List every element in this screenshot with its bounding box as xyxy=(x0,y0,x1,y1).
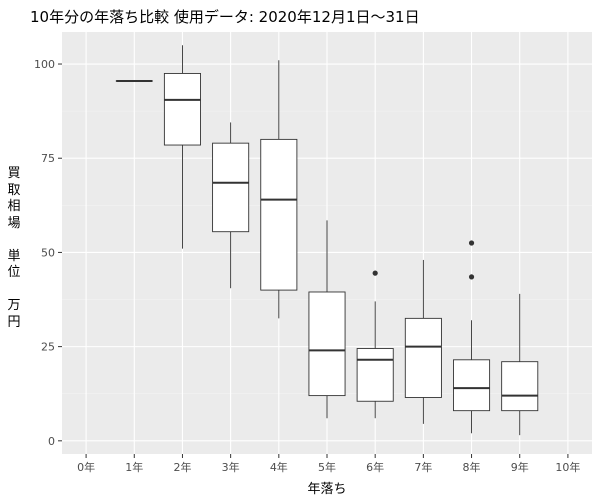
outlier-point xyxy=(468,274,475,280)
y-tick-label: 50 xyxy=(41,246,55,259)
y-axis-label-char: 万 xyxy=(7,298,21,313)
x-tick-label: 9年 xyxy=(511,460,529,474)
x-tick-label: 6年 xyxy=(366,460,384,474)
box-body xyxy=(453,359,491,412)
box-body xyxy=(163,72,201,146)
x-tick-label: 1年 xyxy=(125,460,143,474)
outlier-point xyxy=(372,270,378,276)
y-axis-label-char: 買 xyxy=(7,166,21,181)
box-body xyxy=(260,138,298,291)
y-axis-label-char: 位 xyxy=(7,265,21,280)
box-6年 xyxy=(356,270,394,419)
box-body xyxy=(404,317,442,398)
y-tick-label: 0 xyxy=(48,435,55,448)
y-axis-label-char: 単 xyxy=(7,248,21,264)
x-tick-label: 4年 xyxy=(270,460,288,474)
y-tick-label: 100 xyxy=(34,58,55,71)
box-4年 xyxy=(260,60,298,319)
box-8年 xyxy=(453,240,491,434)
box-7年 xyxy=(404,259,442,424)
box-body xyxy=(308,291,346,397)
x-tick-label: 10年 xyxy=(555,460,580,474)
box-3年 xyxy=(212,122,250,289)
x-axis-ticks: 0年 1年 2年 3年 4年 5年 6年 7年 8年 9年 10年 xyxy=(77,454,580,474)
x-tick-label: 2年 xyxy=(173,460,191,474)
outlier-point xyxy=(468,240,475,246)
y-axis-label: 買取相場 単位 万円 xyxy=(6,166,22,331)
box-9年 xyxy=(501,293,539,436)
x-tick-label: 8年 xyxy=(463,460,481,474)
box-body xyxy=(356,348,394,402)
y-tick-label: 75 xyxy=(41,152,55,165)
y-axis-label-char: 取 xyxy=(7,182,21,198)
y-axis-label-char: 場 xyxy=(7,215,21,231)
box-2年 xyxy=(163,45,201,249)
x-axis-label: 年落ち xyxy=(307,482,346,497)
x-tick-label: 7年 xyxy=(414,460,432,474)
y-axis-ticks: 0 25 50 75 100 xyxy=(34,58,62,448)
x-tick-label: 5年 xyxy=(318,460,336,474)
box-body xyxy=(212,142,250,233)
y-axis-label-char: 円 xyxy=(7,314,21,330)
y-tick-label: 25 xyxy=(41,341,55,354)
x-tick-label: 3年 xyxy=(222,460,240,474)
box-body xyxy=(501,361,539,412)
box-series xyxy=(115,45,539,436)
box-5年 xyxy=(308,220,346,419)
y-axis-label-char: 相 xyxy=(7,199,21,214)
x-tick-label: 0年 xyxy=(77,460,95,474)
chart-title: 10年分の年落ち比較 使用データ: 2020年12月1日～31日 xyxy=(30,8,420,26)
